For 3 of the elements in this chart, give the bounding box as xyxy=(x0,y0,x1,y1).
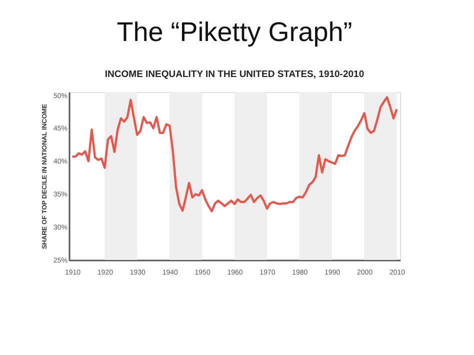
chart-title: The “Piketty Graph” xyxy=(116,16,352,47)
chart-subtitle: INCOME INEQUALITY IN THE UNITED STATES, 1910-2010 xyxy=(104,68,364,80)
line-series xyxy=(71,96,398,212)
